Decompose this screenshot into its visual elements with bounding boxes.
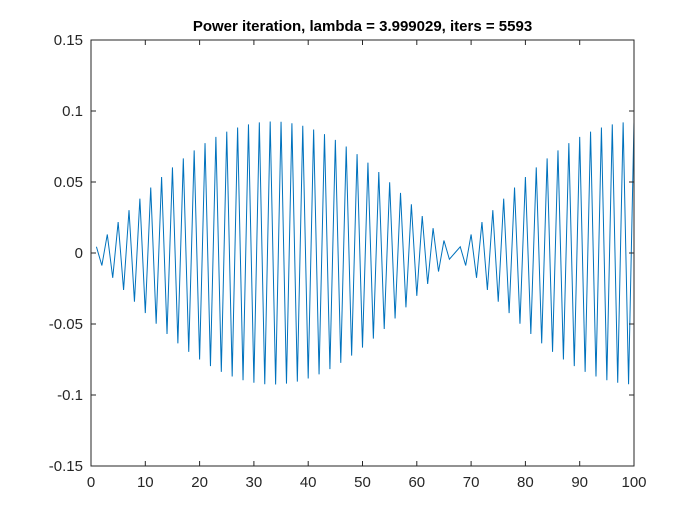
- x-tick-label-1: 10: [137, 474, 154, 491]
- y-axis: 0.15 0.1 0.05 0 -0.05 -0.1 -0.15: [49, 32, 634, 475]
- axes-background: [91, 40, 634, 466]
- x-tick-label-2: 20: [191, 474, 208, 491]
- x-tick-label-8: 80: [517, 474, 534, 491]
- y-tick-label-6: -0.15: [49, 458, 83, 475]
- x-tick-label-10: 100: [621, 474, 646, 491]
- y-tick-label-1: 0.1: [62, 103, 83, 120]
- x-tick-label-9: 90: [571, 474, 588, 491]
- y-tick-label-5: -0.1: [57, 387, 83, 404]
- x-axis: 0 10 20 30 40 50 60 70 80 90 100: [87, 40, 647, 491]
- x-tick-label-7: 70: [463, 474, 480, 491]
- x-tick-label-6: 60: [408, 474, 425, 491]
- y-tick-label-0: 0.15: [54, 32, 83, 49]
- x-tick-label-4: 40: [300, 474, 317, 491]
- chart-title: Power iteration, lambda = 3.999029, iter…: [193, 18, 532, 35]
- series-layer: [95, 121, 635, 385]
- series-line-0: [95, 121, 635, 385]
- x-tick-label-3: 30: [246, 474, 263, 491]
- y-tick-label-3: 0: [75, 245, 83, 262]
- x-tick-label-0: 0: [87, 474, 95, 491]
- y-tick-label-4: -0.05: [49, 316, 83, 333]
- y-tick-label-2: 0.05: [54, 174, 83, 191]
- x-tick-label-5: 50: [354, 474, 371, 491]
